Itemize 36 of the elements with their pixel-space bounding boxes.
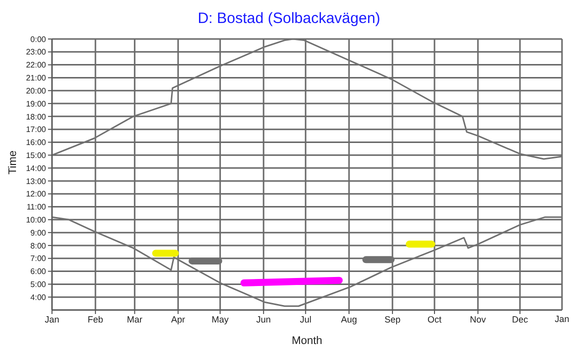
chart-title: D: Bostad (Solbackavägen) xyxy=(196,9,382,29)
x-tick-label: Oct xyxy=(427,314,442,324)
y-tick-label: 22:00 xyxy=(26,60,47,70)
x-tick-label: Dec xyxy=(512,314,528,324)
y-tick-label: 16:00 xyxy=(26,138,47,148)
y-tick-label: 9:00 xyxy=(30,228,47,238)
y-tick-label: 5:00 xyxy=(30,280,47,290)
y-tick-label: 21:00 xyxy=(26,74,47,83)
x-tick-label: Mar xyxy=(126,314,142,324)
y-tick-label: 14:00 xyxy=(26,164,47,173)
x-tick-label: Apr xyxy=(171,314,186,324)
y-tick-label: 8:00 xyxy=(30,241,47,250)
x-tick-label: Jul xyxy=(300,314,312,324)
x-tick-label: Feb xyxy=(88,314,104,324)
y-tick-label: 20:00 xyxy=(26,86,47,96)
x-axis-title: Month xyxy=(292,335,322,347)
y-axis-title: Time xyxy=(6,150,19,174)
x-tick-label: May xyxy=(212,314,230,324)
y-tick-label: 12:00 xyxy=(26,190,47,199)
y-tick-label: 13:00 xyxy=(26,176,47,186)
y-tick-label: 17:00 xyxy=(26,125,47,134)
y-tick-label: 15:00 xyxy=(26,150,47,160)
x-tick-label: Nov xyxy=(470,314,486,324)
y-tick-label: 6:00 xyxy=(30,267,47,276)
x-tick-label: Jun xyxy=(256,314,271,324)
y-tick-label: 23:00 xyxy=(26,48,47,57)
y-tick-label: 18:00 xyxy=(26,112,47,122)
y-tick-label: 19:00 xyxy=(26,99,47,108)
y-tick-label: 10:00 xyxy=(26,216,47,225)
x-tick-label: Aug xyxy=(341,314,358,324)
x-tick-label: Sep xyxy=(384,314,400,324)
y-tick-label: 0:00 xyxy=(30,34,47,44)
x-tick-label: Jan xyxy=(44,314,60,324)
y-tick-label: 11:00 xyxy=(26,202,47,212)
y-tick-label: 7:00 xyxy=(30,254,47,264)
y-tick-label: 4:00 xyxy=(30,292,47,302)
